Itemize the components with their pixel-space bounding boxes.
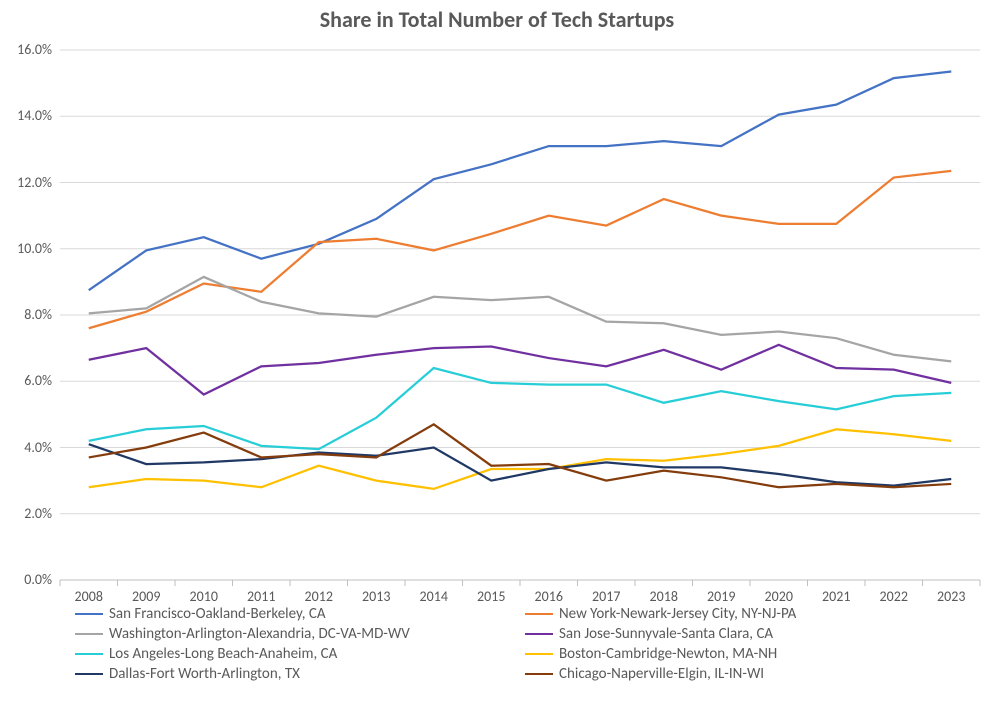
legend-label: Dallas-Fort Worth-Arlington, TX [109,665,300,683]
y-tick-label: 0.0% [2,571,52,588]
x-tick-label: 2014 [420,588,448,605]
x-tick-label: 2023 [937,588,965,605]
legend-row: Washington-Arlington-Alexandria, DC-VA-M… [75,625,975,643]
y-tick-label: 2.0% [2,505,52,522]
y-tick-label: 6.0% [2,372,52,389]
series-line [89,368,952,449]
legend-item: Chicago-Naperville-Elgin, IL-IN-WI [525,665,975,683]
chart-title: Share in Total Number of Tech Startups [0,6,994,33]
y-tick-label: 12.0% [2,174,52,191]
legend-row: Los Angeles-Long Beach-Anaheim, CA Boston… [75,645,975,663]
y-tick-label: 14.0% [2,107,52,124]
y-tick-label: 10.0% [2,240,52,257]
legend-row: San Francisco-Oakland-Berkeley, CA New Yo… [75,605,975,623]
legend-item: Los Angeles-Long Beach-Anaheim, CA [75,645,525,663]
legend-swatch [525,613,553,615]
chart-container: Share in Total Number of Tech Startups 0… [0,0,994,721]
x-tick-label: 2016 [535,588,563,605]
legend-item: San Francisco-Oakland-Berkeley, CA [75,605,525,623]
legend-row: Dallas-Fort Worth-Arlington, TX Chicago-N… [75,665,975,683]
x-tick-label: 2013 [362,588,390,605]
plot-area: 0.0%2.0%4.0%6.0%8.0%10.0%12.0%14.0%16.0%… [60,50,980,580]
y-tick-label: 4.0% [2,439,52,456]
x-tick-label: 2022 [880,588,908,605]
legend: San Francisco-Oakland-Berkeley, CA New Yo… [75,605,975,685]
x-tick-label: 2011 [247,588,275,605]
x-tick-label: 2021 [822,588,850,605]
legend-label: San Francisco-Oakland-Berkeley, CA [109,605,326,623]
legend-label: Chicago-Naperville-Elgin, IL-IN-WI [559,665,764,683]
legend-item: Dallas-Fort Worth-Arlington, TX [75,665,525,683]
x-tick-label: 2012 [305,588,333,605]
legend-label: Boston-Cambridge-Newton, MA-NH [559,645,777,663]
x-tick-label: 2017 [592,588,620,605]
y-tick-label: 8.0% [2,306,52,323]
x-tick-label: 2009 [132,588,160,605]
legend-label: Los Angeles-Long Beach-Anaheim, CA [109,645,337,663]
x-tick-label: 2020 [765,588,793,605]
legend-label: New York-Newark-Jersey City, NY-NJ-PA [559,605,796,623]
series-line [89,345,952,395]
x-tick-label: 2019 [707,588,735,605]
x-tick-label: 2015 [477,588,505,605]
legend-swatch [75,613,103,615]
x-tick-label: 2018 [650,588,678,605]
legend-swatch [75,653,103,655]
series-line [89,171,952,328]
series-line [89,277,952,361]
legend-swatch [75,633,103,635]
legend-label: Washington-Arlington-Alexandria, DC-VA-M… [109,625,410,643]
legend-swatch [525,633,553,635]
legend-swatch [525,653,553,655]
legend-swatch [525,673,553,675]
legend-item: New York-Newark-Jersey City, NY-NJ-PA [525,605,975,623]
legend-item: Washington-Arlington-Alexandria, DC-VA-M… [75,625,525,643]
legend-swatch [75,673,103,675]
y-tick-label: 16.0% [2,41,52,58]
series-line [89,72,952,291]
legend-item: San Jose-Sunnyvale-Santa Clara, CA [525,625,975,643]
legend-label: San Jose-Sunnyvale-Santa Clara, CA [559,625,773,643]
x-tick-label: 2008 [75,588,103,605]
legend-item: Boston-Cambridge-Newton, MA-NH [525,645,975,663]
x-tick-label: 2010 [190,588,218,605]
series-layer [60,50,980,580]
